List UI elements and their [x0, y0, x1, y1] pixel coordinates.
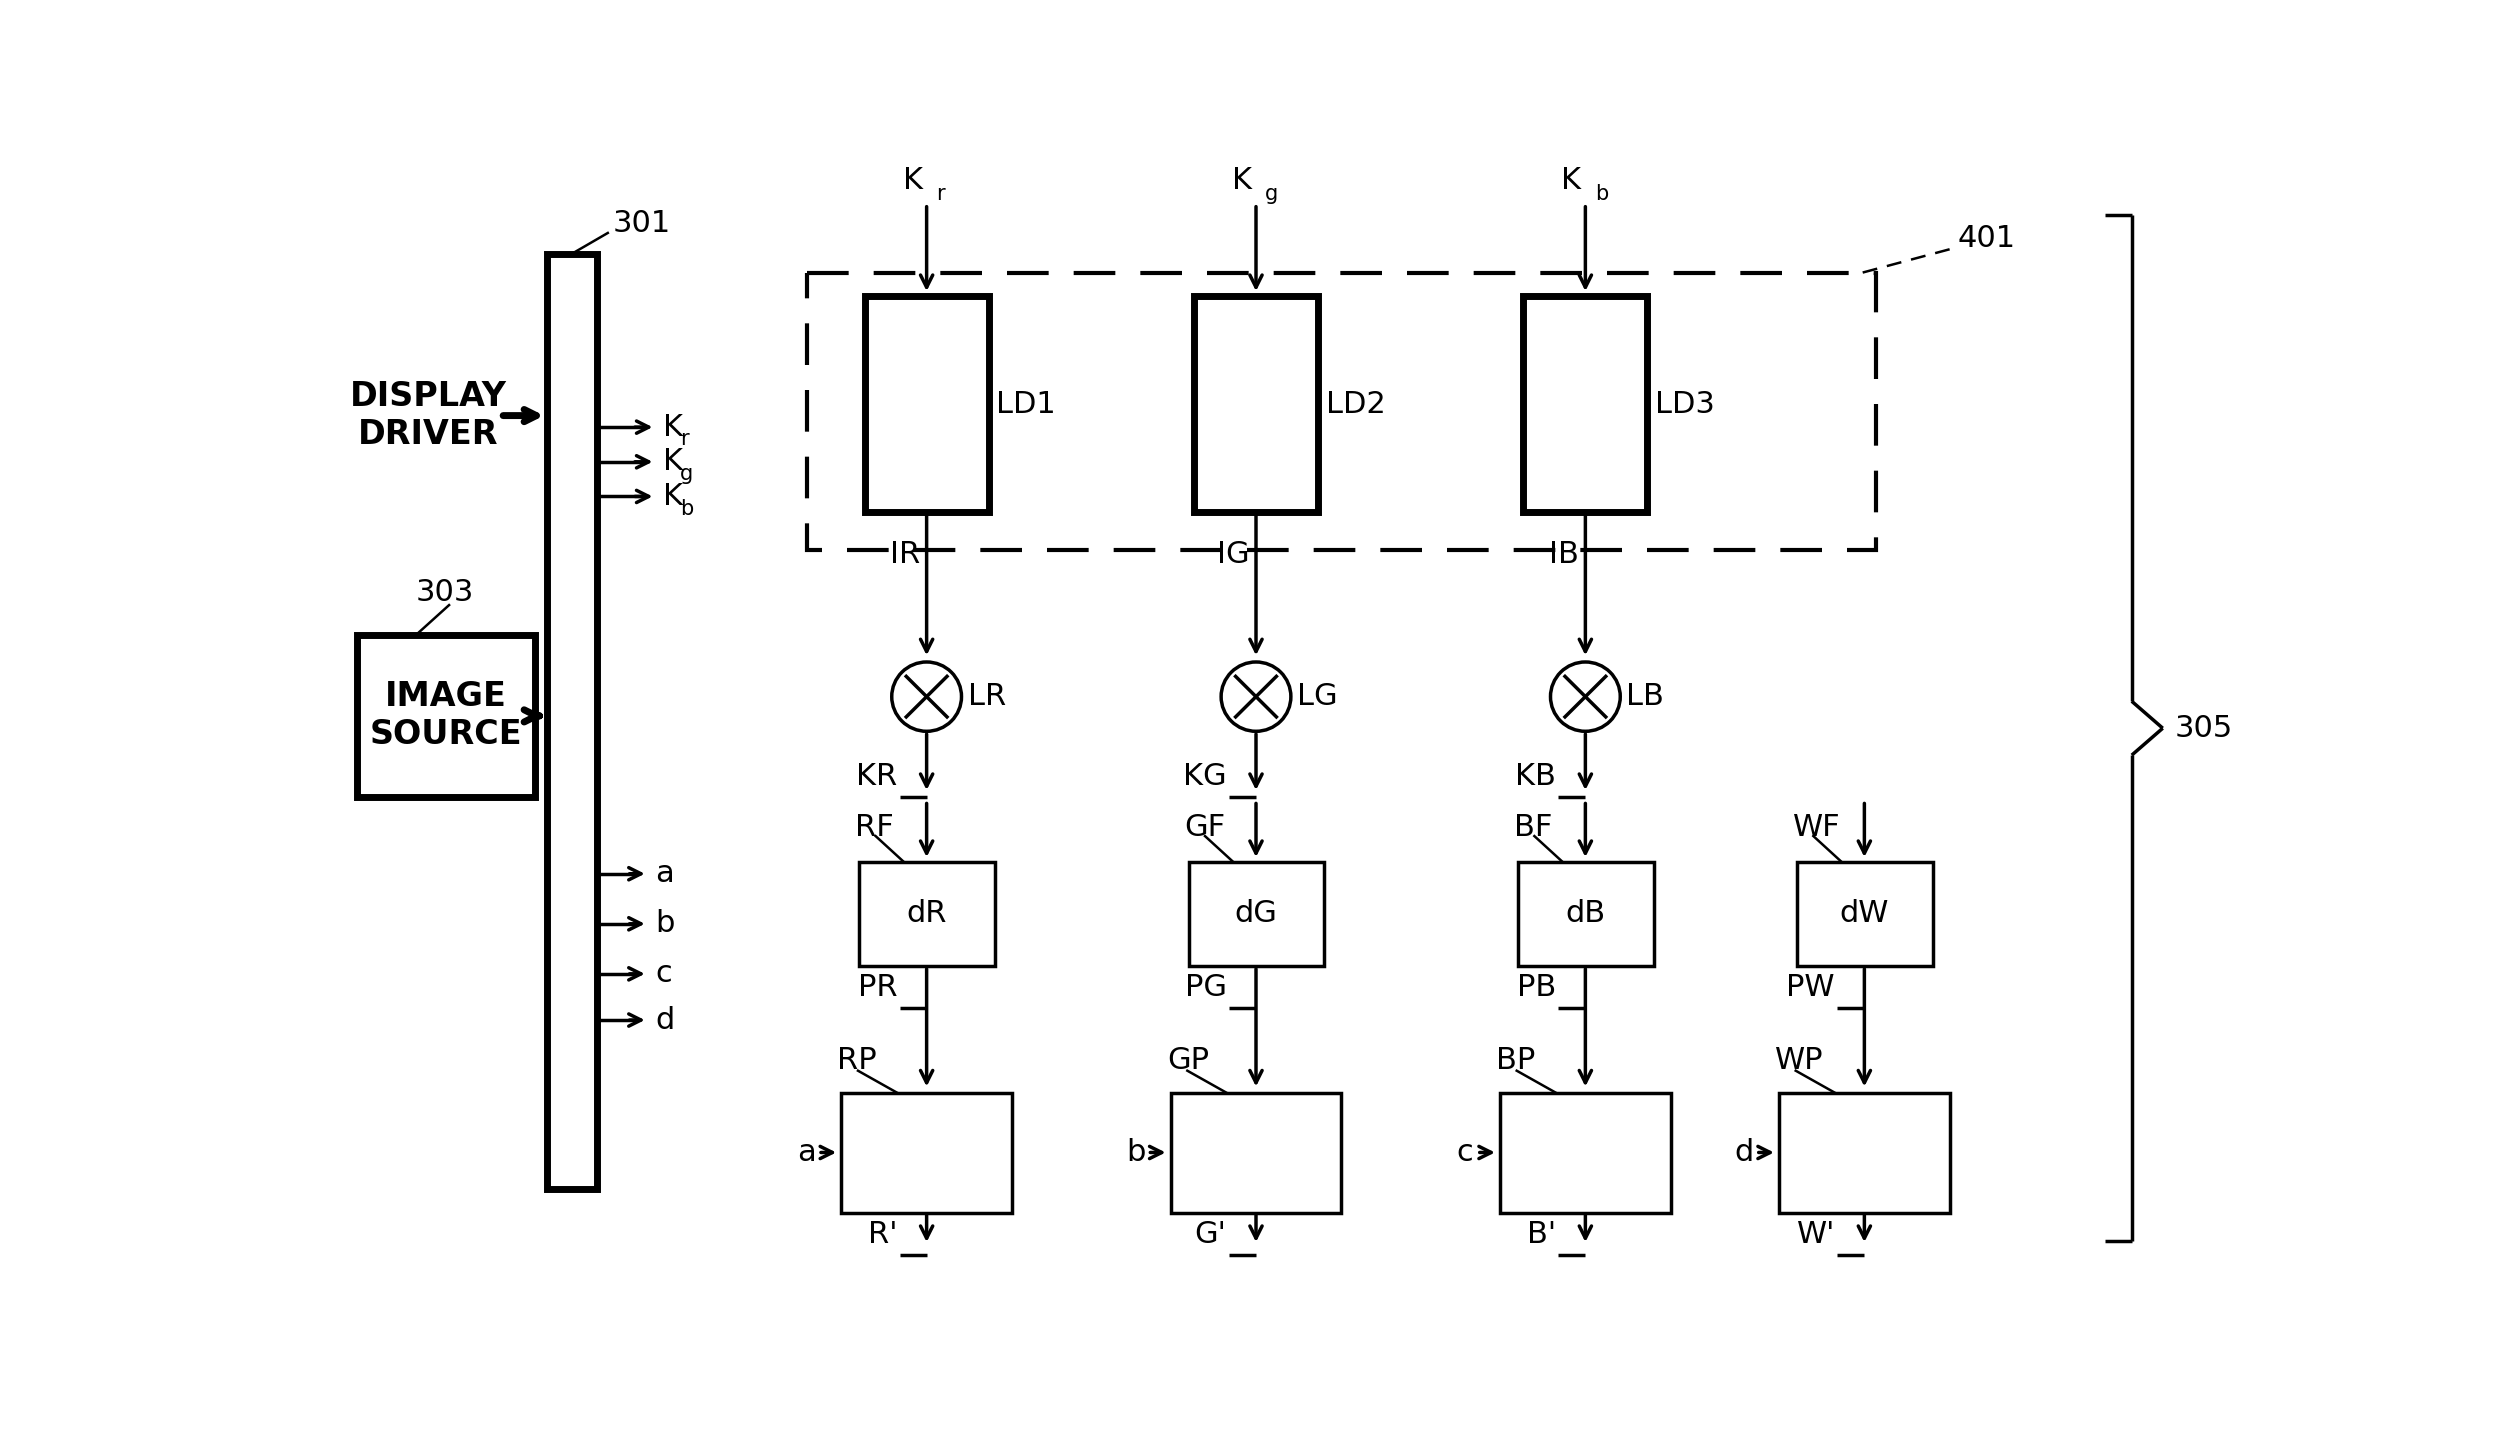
Text: g: g	[679, 464, 694, 485]
Text: IMAGE
SOURCE: IMAGE SOURCE	[370, 681, 523, 751]
Text: K: K	[903, 166, 923, 195]
FancyBboxPatch shape	[1195, 296, 1318, 512]
Text: BP: BP	[1496, 1047, 1537, 1076]
Text: c: c	[1456, 1138, 1474, 1167]
Text: 401: 401	[1957, 224, 2015, 252]
FancyBboxPatch shape	[1778, 1093, 1949, 1213]
Text: LD2: LD2	[1325, 389, 1386, 418]
Text: K: K	[1232, 166, 1252, 195]
FancyBboxPatch shape	[865, 296, 988, 512]
Text: dW: dW	[1838, 900, 1889, 929]
Text: K: K	[664, 482, 684, 510]
Text: K: K	[664, 412, 684, 441]
FancyBboxPatch shape	[843, 1093, 1011, 1213]
Text: KR: KR	[855, 761, 898, 790]
Text: a: a	[656, 859, 674, 888]
Text: PW: PW	[1786, 973, 1836, 1002]
Text: LR: LR	[968, 682, 1006, 711]
FancyBboxPatch shape	[860, 862, 996, 966]
Text: b: b	[1595, 183, 1607, 203]
Text: a: a	[797, 1138, 815, 1167]
Text: K: K	[1562, 166, 1582, 195]
Text: GF: GF	[1185, 813, 1225, 842]
Text: KB: KB	[1514, 761, 1557, 790]
Text: 303: 303	[415, 578, 473, 607]
Text: g: g	[1265, 183, 1278, 203]
Text: B': B'	[1527, 1220, 1557, 1249]
Text: LD3: LD3	[1655, 389, 1715, 418]
Text: PG: PG	[1185, 973, 1227, 1002]
FancyBboxPatch shape	[1519, 862, 1652, 966]
Text: IB: IB	[1549, 539, 1579, 568]
Text: BF: BF	[1514, 813, 1552, 842]
Text: WF: WF	[1793, 813, 1841, 842]
Text: b: b	[1127, 1138, 1144, 1167]
Text: dG: dG	[1235, 900, 1278, 929]
Text: 305: 305	[2175, 714, 2233, 743]
Text: 301: 301	[614, 209, 672, 238]
Text: PR: PR	[858, 973, 898, 1002]
Text: PB: PB	[1517, 973, 1557, 1002]
Text: r: r	[936, 183, 946, 203]
FancyBboxPatch shape	[546, 254, 596, 1190]
Text: r: r	[679, 430, 689, 450]
Text: IG: IG	[1217, 539, 1250, 568]
Text: G': G'	[1195, 1220, 1227, 1249]
Text: W': W'	[1796, 1220, 1836, 1249]
Text: RP: RP	[837, 1047, 878, 1076]
Text: GP: GP	[1167, 1047, 1210, 1076]
Text: IR: IR	[890, 539, 920, 568]
Text: b: b	[679, 499, 694, 519]
Text: K: K	[664, 447, 684, 476]
Text: dR: dR	[905, 900, 946, 929]
Text: LG: LG	[1298, 682, 1338, 711]
FancyBboxPatch shape	[1499, 1093, 1670, 1213]
Text: KG: KG	[1182, 761, 1227, 790]
FancyBboxPatch shape	[357, 634, 536, 797]
Text: dB: dB	[1564, 900, 1605, 929]
FancyBboxPatch shape	[1524, 296, 1647, 512]
Text: DISPLAY
DRIVER: DISPLAY DRIVER	[350, 381, 508, 451]
Text: c: c	[656, 959, 672, 988]
Text: R': R'	[868, 1220, 898, 1249]
Text: LB: LB	[1627, 682, 1665, 711]
Text: RF: RF	[855, 813, 893, 842]
Text: b: b	[656, 910, 674, 939]
Text: LD1: LD1	[996, 389, 1056, 418]
Text: d: d	[1735, 1138, 1753, 1167]
Text: WP: WP	[1776, 1047, 1823, 1076]
FancyBboxPatch shape	[1172, 1093, 1340, 1213]
FancyBboxPatch shape	[1796, 862, 1932, 966]
Text: d: d	[656, 1005, 674, 1034]
FancyBboxPatch shape	[1190, 862, 1325, 966]
